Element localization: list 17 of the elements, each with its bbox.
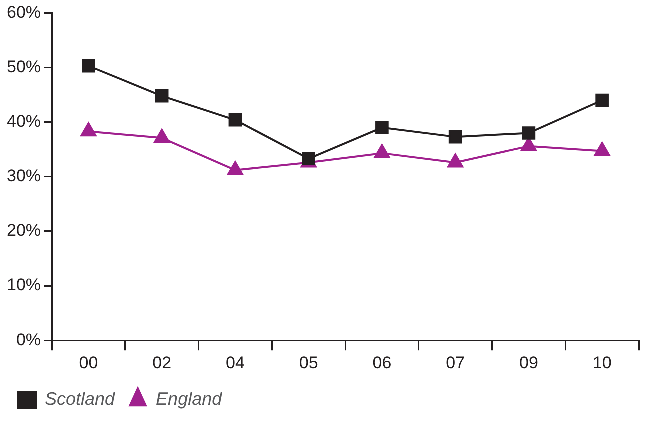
x-tick-label: 10 — [592, 353, 612, 372]
x-tick-label: 00 — [79, 353, 98, 372]
x-tick-label: 09 — [519, 353, 538, 372]
x-tick-label: 05 — [299, 353, 318, 372]
x-tick-label: 02 — [152, 353, 172, 372]
y-tick-label: 50% — [6, 57, 42, 76]
legend-label: England — [156, 389, 224, 409]
x-tick-label: 06 — [372, 353, 392, 372]
x-tick-label: 07 — [446, 353, 466, 372]
legend-label: Scotland — [45, 389, 116, 409]
x-tick-label: 04 — [226, 353, 245, 372]
y-tick-label: 10% — [6, 276, 42, 295]
y-tick-label: 30% — [6, 166, 42, 186]
y-tick-label: 0% — [16, 330, 42, 350]
y-tick-label: 40% — [6, 112, 42, 132]
y-tick-label: 60% — [6, 2, 42, 22]
y-tick-label: 20% — [6, 221, 42, 240]
